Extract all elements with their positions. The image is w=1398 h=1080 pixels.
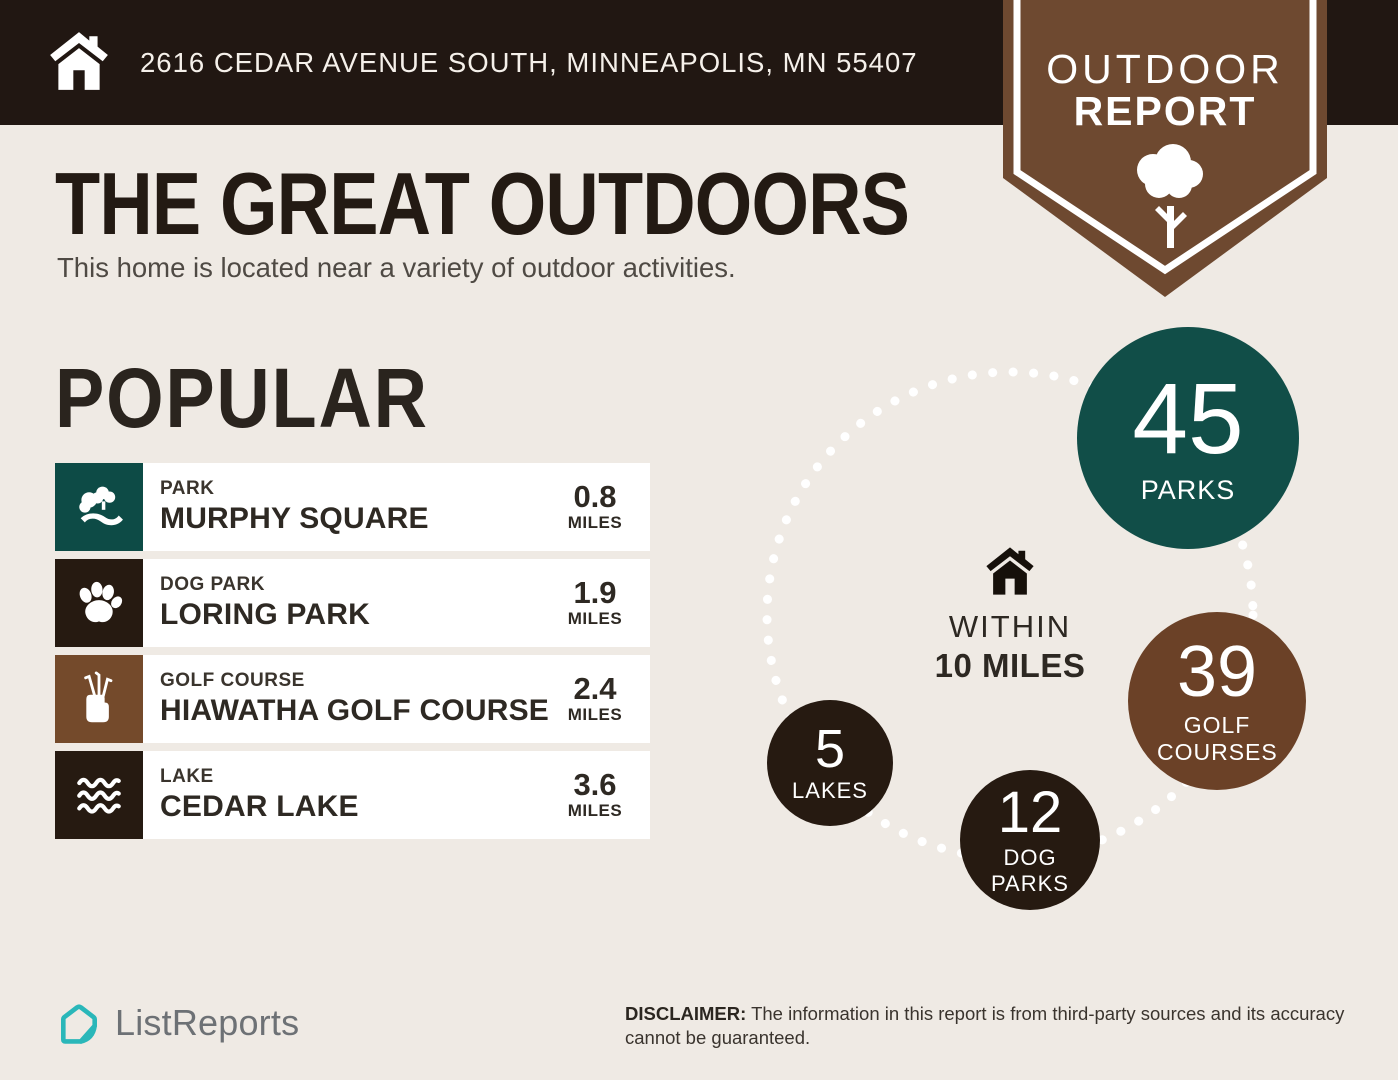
home-icon-center	[986, 547, 1034, 595]
park-tile	[55, 463, 143, 551]
stat-circle-parks: 45 PARKS	[1077, 327, 1299, 549]
stat-label: LAKES	[792, 778, 868, 804]
property-address: 2616 CEDAR AVENUE SOUTH, MINNEAPOLIS, MN…	[140, 46, 918, 78]
disclaimer: DISCLAIMER: The information in this repo…	[625, 1002, 1350, 1051]
golf-icon	[84, 671, 113, 723]
page-subtitle: This home is located near a variety of o…	[57, 252, 736, 283]
list-item-park: PARK MURPHY SQUARE 0.8 MILES	[55, 463, 650, 551]
distance-block: 2.4 MILES	[552, 670, 638, 726]
stat-circle-lakes: 5 LAKES	[767, 700, 893, 826]
distance-block: 0.8 MILES	[552, 478, 638, 534]
distance-unit: MILES	[567, 801, 623, 821]
place-name: HIAWATHA GOLF COURSE	[160, 694, 549, 727]
dog-park-row-body: DOG PARK LORING PARK 1.9 MILES	[143, 559, 650, 647]
category-label: DOG PARK	[160, 574, 265, 595]
place-name: LORING PARK	[160, 598, 370, 631]
distance-value: 2.4	[573, 670, 617, 706]
brand-name: ListReports	[115, 1002, 300, 1043]
park-icon	[79, 486, 123, 526]
stat-value: 5	[814, 719, 846, 780]
list-item-dog-park: DOG PARK LORING PARK 1.9 MILES	[55, 559, 650, 647]
distance-unit: MILES	[567, 705, 623, 725]
listreports-icon	[61, 1004, 97, 1044]
distance-value: 0.8	[573, 478, 617, 514]
stat-value: 12	[997, 779, 1063, 845]
lake-row-body: LAKE CEDAR LAKE 3.6 MILES	[143, 751, 650, 839]
badge-title-line1: OUTDOOR	[1046, 46, 1284, 92]
waves-icon	[77, 777, 121, 814]
list-item-golf-course: GOLF COURSE HIAWATHA GOLF COURSE 2.4 MIL…	[55, 655, 650, 743]
place-name: CEDAR LAKE	[160, 790, 359, 823]
distance-unit: MILES	[567, 609, 623, 629]
distance-block: 1.9 MILES	[552, 574, 638, 630]
tree-icon	[1137, 144, 1203, 248]
distance-value: 3.6	[573, 766, 617, 802]
home-icon	[50, 32, 108, 90]
popular-heading: POPULAR	[55, 351, 429, 445]
disclaimer-text: The information in this report is from t…	[625, 1003, 1345, 1049]
stat-label: GOLF COURSES	[1157, 711, 1278, 765]
lake-tile	[55, 751, 143, 839]
disclaimer-label: DISCLAIMER:	[625, 1003, 747, 1024]
stat-label: PARKS	[1140, 475, 1236, 506]
stat-label: DOG PARKS	[991, 844, 1069, 896]
dotted-radius-circle	[762, 367, 1258, 863]
miles-label: 10 MILES	[934, 647, 1086, 684]
golf-course-tile	[55, 655, 143, 743]
category-label: LAKE	[160, 766, 214, 787]
radius-center: WITHIN 10 MILES	[885, 544, 1135, 685]
category-label: GOLF COURSE	[160, 670, 305, 691]
paw-icon	[79, 581, 123, 623]
popular-list: PARK MURPHY SQUARE 0.8 MILES	[55, 463, 650, 847]
place-name: MURPHY SQUARE	[160, 502, 429, 535]
park-row-body: PARK MURPHY SQUARE 0.8 MILES	[143, 463, 650, 551]
stat-value: 45	[1132, 363, 1244, 476]
category-label: PARK	[160, 478, 215, 499]
page-title: THE GREAT OUTDOORS	[55, 154, 910, 253]
outdoor-report-badge: OUTDOOR REPORT	[1003, 0, 1327, 305]
golf-course-row-body: GOLF COURSE HIAWATHA GOLF COURSE 2.4 MIL…	[143, 655, 650, 743]
listreports-logo: ListReports	[55, 999, 299, 1047]
within-label: WITHIN	[948, 609, 1072, 644]
distance-unit: MILES	[567, 513, 623, 533]
stat-circle-dog-parks: 12 DOG PARKS	[960, 770, 1100, 910]
stat-value: 39	[1176, 631, 1258, 712]
stat-circle-golf-courses: 39 GOLF COURSES	[1128, 612, 1306, 790]
distance-value: 1.9	[573, 574, 617, 610]
dog-park-tile	[55, 559, 143, 647]
distance-block: 3.6 MILES	[552, 766, 638, 822]
badge-title-line2: REPORT	[1073, 88, 1257, 134]
list-item-lake: LAKE CEDAR LAKE 3.6 MILES	[55, 751, 650, 839]
